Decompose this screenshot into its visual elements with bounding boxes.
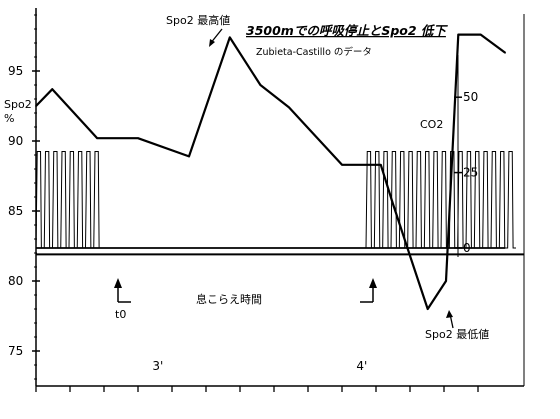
t0-label: t0 — [115, 308, 126, 321]
x-tick-label: 4' — [356, 359, 367, 373]
spo2-point — [137, 137, 139, 139]
co2-tick-label: 50 — [463, 90, 478, 104]
spo2-point — [379, 164, 382, 166]
spo2-point — [288, 106, 290, 109]
spo2-point — [51, 88, 54, 90]
spo2-point — [457, 33, 460, 36]
spo2-point — [96, 137, 98, 139]
spo2-max-arrowhead — [209, 39, 215, 47]
y-tick-label: 80 — [8, 274, 23, 288]
y-tick-label: 85 — [8, 204, 23, 218]
co2-axis-label: CO2 — [420, 118, 443, 131]
spo2-point — [445, 280, 447, 282]
spo2-point — [259, 84, 262, 86]
spo2-point — [410, 259, 413, 261]
spo2-point — [35, 105, 37, 107]
t0-marker — [114, 278, 131, 303]
co2-waveform-before — [35, 150, 102, 249]
spo2-line — [35, 33, 506, 311]
spo2-min-label: Spo2 最低値 — [425, 328, 489, 341]
spo2-point — [392, 203, 394, 205]
spo2-point — [504, 52, 507, 54]
spo2-point — [479, 33, 482, 36]
apnea-end-marker — [360, 278, 377, 303]
apnea-duration-label: 息こらえ時間 — [196, 292, 262, 306]
y-tick-label: 95 — [8, 64, 23, 78]
chart-subtitle: Zubieta-Castillo のデータ — [256, 46, 372, 58]
chart-title: 3500mでの呼吸停止とSpo2 低下 — [246, 23, 448, 38]
spo2-point — [188, 155, 190, 158]
spo2-point — [426, 308, 429, 310]
x-tick-label: 3' — [152, 359, 163, 373]
spo2-max-label: Spo2 最高値 — [166, 13, 230, 27]
y-tick-label: 75 — [8, 344, 23, 358]
co2-waveform-after — [365, 150, 516, 249]
spo2-point — [341, 164, 343, 166]
series-layer — [35, 33, 524, 311]
y-axis-label: Spo2% — [4, 98, 32, 125]
co2-waveforms-layer — [35, 150, 516, 249]
y-tick-label: 90 — [8, 134, 23, 148]
spo2-point — [229, 36, 231, 39]
spo2-min-arrowhead — [446, 310, 453, 318]
